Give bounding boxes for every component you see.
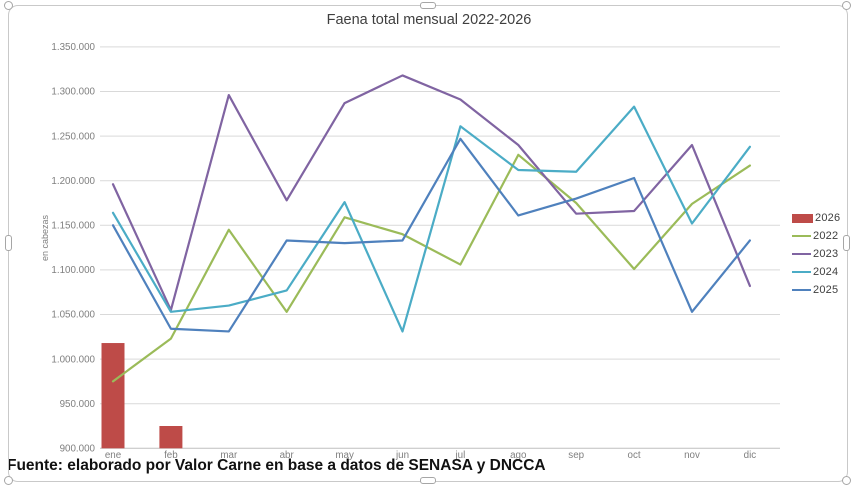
selection-handle-bottom[interactable]: [420, 477, 436, 484]
x-tick-label: sep: [568, 450, 584, 461]
line-series-2022[interactable]: [111, 153, 752, 383]
y-tick-label: 1.300.000: [51, 87, 95, 98]
legend-item-2024[interactable]: 2024: [792, 263, 840, 281]
legend-swatch-2025: [792, 288, 811, 292]
source-note[interactable]: Fuente: elaborado por Valor Carne en bas…: [7, 457, 546, 474]
x-tick-label: may: [335, 450, 354, 461]
legend-item-2026[interactable]: 2026: [792, 209, 840, 227]
y-tick-label: 1.250.000: [51, 131, 95, 142]
x-tick-label: nov: [684, 450, 700, 461]
x-tick-label: abr: [280, 450, 295, 461]
selection-handle-bottom-left[interactable]: [4, 476, 13, 485]
bar-series-2026[interactable]: [101, 343, 125, 449]
y-tick-label: 900.000: [60, 444, 96, 455]
y-tick-label: 1.000.000: [51, 354, 95, 365]
x-tick-label: mar: [220, 450, 238, 461]
selection-handle-left[interactable]: [5, 235, 12, 251]
legend-label-2023: 2023: [813, 248, 839, 260]
legend-swatch-2022: [792, 234, 811, 238]
legend-item-2025[interactable]: 2025: [792, 281, 840, 299]
x-tick-label: jun: [395, 450, 409, 461]
legend-swatch-2026: [792, 213, 813, 223]
x-tick-label: jul: [454, 450, 465, 461]
y-tick-label: 1.100.000: [51, 265, 95, 276]
y-tick-label: 1.350.000: [51, 42, 95, 53]
legend-swatch-2023: [792, 252, 811, 256]
x-tick-label: ago: [510, 450, 527, 461]
legend-swatch-2024: [792, 270, 811, 274]
chart-legend[interactable]: 2026 2022 2023 2024 2025: [792, 209, 840, 299]
line-series-2025[interactable]: [111, 137, 752, 333]
chart-title[interactable]: Faena total mensual 2022-2026: [326, 12, 532, 28]
line-series-2023[interactable]: [111, 74, 752, 312]
x-tick-label: dic: [744, 450, 757, 461]
y-axis-title-text: en cabezas: [40, 214, 50, 262]
selection-handle-right[interactable]: [843, 235, 850, 251]
selection-handle-top[interactable]: [420, 2, 436, 9]
x-tick-label: feb: [164, 450, 178, 461]
selection-handle-top-left[interactable]: [4, 1, 13, 10]
x-tick-label: ene: [105, 450, 122, 461]
y-tick-label: 1.150.000: [51, 221, 95, 232]
y-tick-label: 1.200.000: [51, 176, 95, 187]
legend-item-2023[interactable]: 2023: [792, 245, 840, 263]
selection-handle-bottom-right[interactable]: [842, 476, 851, 485]
y-tick-label: 950.000: [60, 399, 96, 410]
legend-label-2024: 2024: [813, 266, 839, 278]
legend-label-2026: 2026: [815, 212, 841, 224]
y-tick-label: 1.050.000: [51, 310, 95, 321]
legend-label-2025: 2025: [813, 284, 839, 296]
selection-handle-top-right[interactable]: [842, 1, 851, 10]
legend-item-2022[interactable]: 2022: [792, 227, 840, 245]
x-tick-label: oct: [628, 450, 641, 461]
line-series-2024[interactable]: [111, 105, 752, 333]
bar-series-2026[interactable]: [159, 426, 183, 449]
legend-label-2022: 2022: [813, 230, 839, 242]
